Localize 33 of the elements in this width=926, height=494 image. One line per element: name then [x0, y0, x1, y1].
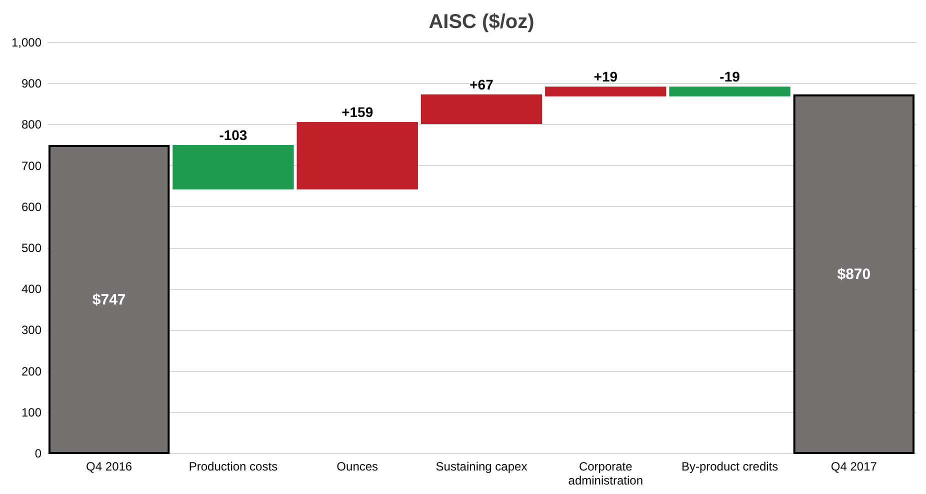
y-tick-label: 0 — [34, 446, 42, 460]
bar — [793, 94, 915, 454]
bar — [420, 94, 542, 124]
y-tick-label: 300 — [21, 323, 42, 338]
x-tick-label: By-product credits — [681, 460, 778, 474]
x-tick-label: Sustaining capex — [436, 460, 528, 474]
y-tick-label: 800 — [21, 118, 42, 132]
y-tick-label: 900 — [21, 76, 42, 91]
x-tick-label: Q4 2017 — [830, 460, 878, 474]
y-tick-label: 100 — [21, 405, 42, 420]
bar — [48, 144, 170, 454]
data-label: +67 — [470, 76, 494, 92]
x-tick-label: Production costs — [188, 460, 278, 474]
y-tick-label: 200 — [21, 364, 42, 378]
bar — [172, 144, 294, 190]
y-tick-label: 600 — [21, 200, 42, 214]
bar — [669, 86, 790, 96]
data-label: $870 — [837, 266, 871, 284]
data-label: -103 — [219, 126, 248, 143]
bar — [545, 86, 666, 96]
data-label: -19 — [720, 68, 740, 85]
x-tick-label: Corporate administration — [568, 460, 643, 488]
y-tick-label: 1,000 — [11, 36, 42, 50]
x-tick-label: Q4 2016 — [86, 460, 132, 474]
y-tick-label: 700 — [21, 158, 42, 173]
x-tick-label: Ounces — [336, 460, 378, 474]
data-label: $747 — [92, 291, 126, 308]
chart-title: AISC ($/oz) — [428, 11, 534, 33]
data-label: +159 — [342, 104, 374, 120]
y-tick-label: 400 — [21, 282, 42, 296]
bar — [296, 122, 418, 190]
data-label: +19 — [594, 68, 618, 85]
y-tick-label: 500 — [21, 241, 42, 255]
